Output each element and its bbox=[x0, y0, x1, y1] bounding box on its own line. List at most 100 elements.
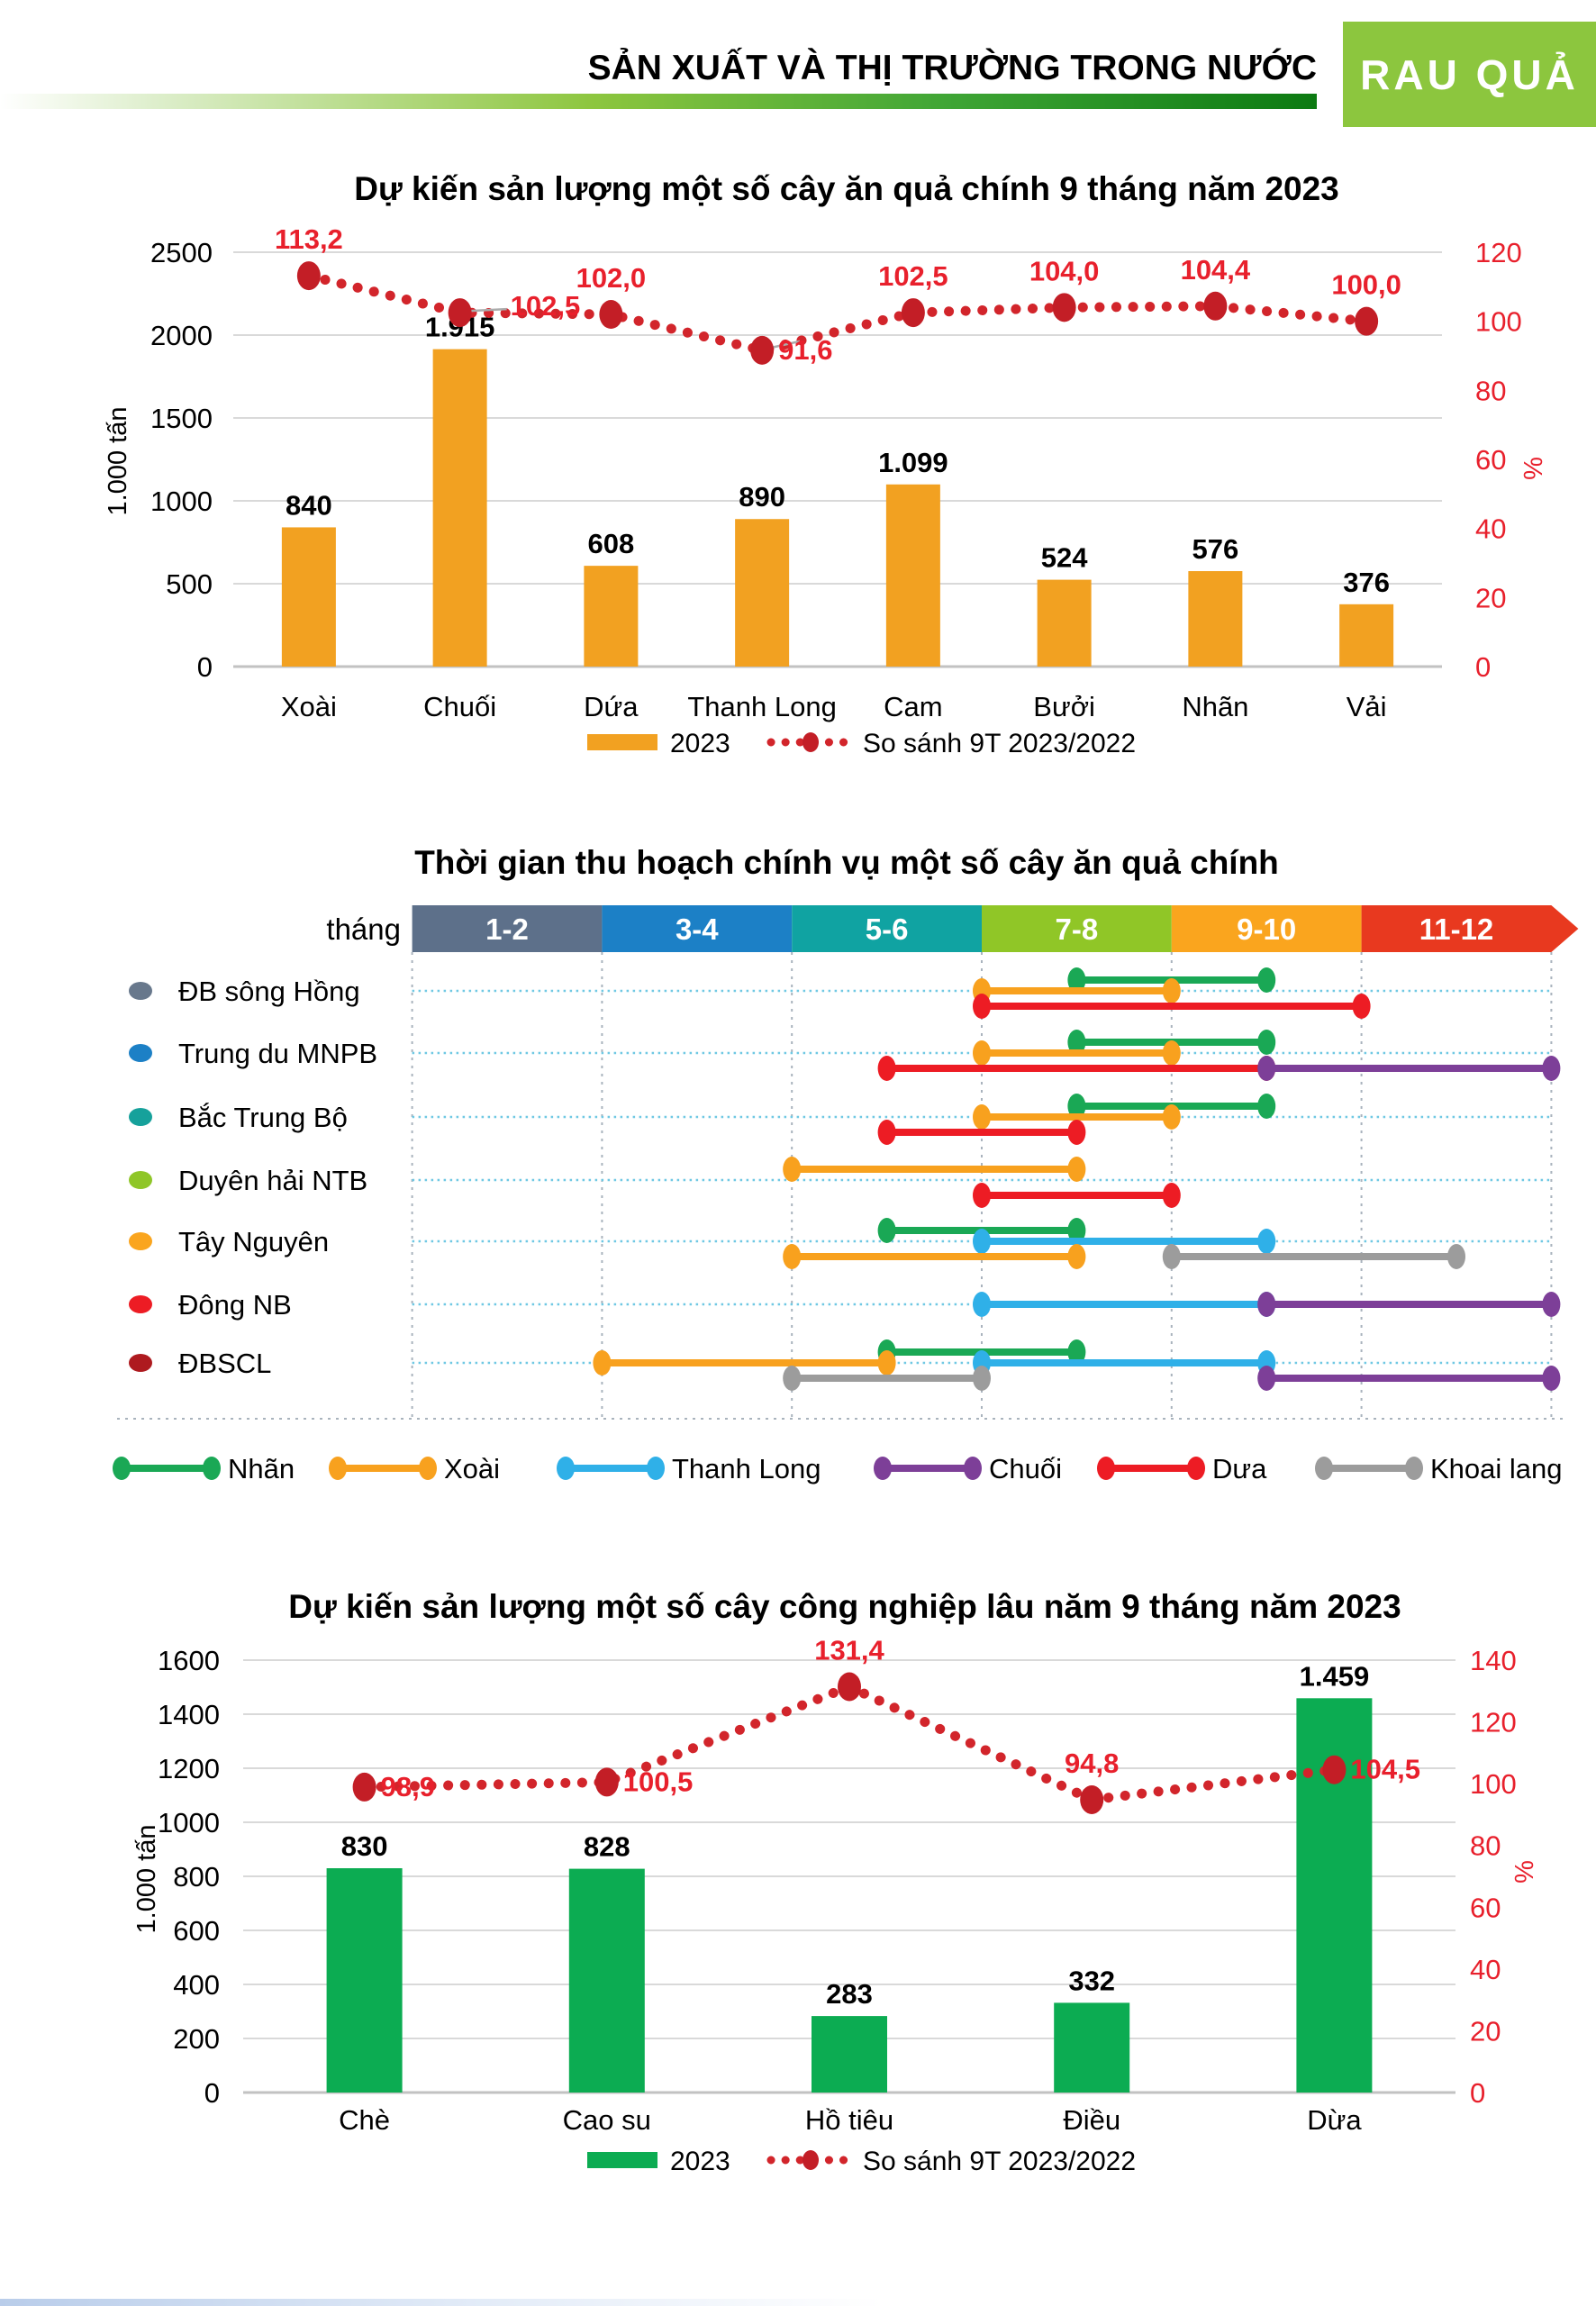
harvest-segment-Dưa bbox=[973, 994, 1371, 1019]
harvest-segment-Thanh Long bbox=[973, 1292, 1276, 1317]
line-value-label: 102,5 bbox=[511, 290, 581, 322]
x-category-label: Nhãn bbox=[1182, 691, 1248, 722]
month-axis-label: tháng bbox=[326, 912, 401, 946]
harvest-segment-Chuối bbox=[1257, 1292, 1561, 1317]
bar-Nhãn bbox=[1188, 571, 1243, 667]
y2-tick-label: 140 bbox=[1470, 1645, 1517, 1676]
line-point-marker bbox=[901, 298, 925, 328]
y2-axis-title: % bbox=[1510, 1860, 1539, 1884]
month-band-7-8 bbox=[982, 905, 1172, 952]
line-value-label: 104,4 bbox=[1181, 254, 1251, 286]
line-value-label: 104,5 bbox=[1350, 1754, 1420, 1785]
segment-start-dot bbox=[1162, 1244, 1181, 1269]
month-band-label: 9-10 bbox=[1237, 912, 1296, 946]
bar-Xoài bbox=[281, 527, 336, 667]
bar-Điều bbox=[1054, 2002, 1130, 2093]
line-value-label: 98,9 bbox=[381, 1771, 435, 1802]
segment-start-dot bbox=[1067, 1094, 1086, 1119]
y-tick-label: 2500 bbox=[150, 237, 213, 268]
line-point-marker bbox=[594, 1767, 619, 1797]
line-point-marker bbox=[1355, 306, 1379, 336]
month-band-label: 1-2 bbox=[485, 912, 529, 946]
y2-tick-label: 100 bbox=[1475, 306, 1522, 338]
harvest-segment-Dưa bbox=[973, 1183, 1181, 1208]
crop-legend-dot bbox=[113, 1457, 131, 1480]
crop-legend-dot bbox=[557, 1457, 575, 1480]
harvest-segment-Xoài bbox=[973, 1040, 1181, 1066]
harvest-segment-Xoài bbox=[973, 1104, 1181, 1130]
y2-axis-title: % bbox=[1519, 457, 1548, 480]
bar-Hồ tiêu bbox=[812, 2016, 887, 2093]
x-category-label: Xoài bbox=[281, 691, 337, 722]
segment-end-dot bbox=[1257, 1030, 1276, 1055]
y-axis-title: 1.000 tấn bbox=[132, 1825, 161, 1934]
line-value-label: 131,4 bbox=[814, 1634, 884, 1666]
y2-tick-label: 20 bbox=[1470, 2015, 1501, 2047]
y-tick-label: 400 bbox=[173, 1969, 220, 2001]
segment-start-dot bbox=[973, 1229, 991, 1254]
harvest-segment-Dưa bbox=[877, 1056, 1276, 1081]
x-category-label: Hồ tiêu bbox=[805, 2104, 893, 2136]
region-legend-label: Duyên hải NTB bbox=[178, 1165, 367, 1196]
segment-start-dot bbox=[593, 1350, 612, 1375]
fruit-production-chart: Dự kiến sản lượng một số cây ăn quả chín… bbox=[104, 170, 1548, 758]
month-band-1-2 bbox=[412, 905, 603, 952]
y-tick-label: 1200 bbox=[158, 1753, 220, 1784]
bar-value-label: 576 bbox=[1192, 533, 1239, 565]
bar-Vải bbox=[1339, 604, 1394, 667]
segment-end-dot bbox=[1542, 1366, 1561, 1391]
bar-Cam bbox=[885, 484, 940, 667]
industrial-crop-chart: Dự kiến sản lượng một số cây công nghiệp… bbox=[132, 1588, 1539, 2176]
y-tick-label: 0 bbox=[197, 651, 213, 683]
y2-tick-label: 100 bbox=[1470, 1768, 1517, 1800]
segment-end-dot bbox=[1067, 1244, 1086, 1269]
crop-legend-label: Thanh Long bbox=[672, 1453, 821, 1484]
segment-start-dot bbox=[877, 1120, 896, 1145]
harvest-segment-Xoài bbox=[783, 1157, 1086, 1182]
region-legend-label: Tây Nguyên bbox=[178, 1226, 329, 1257]
region-legend-label: Đông NB bbox=[178, 1289, 292, 1321]
y-tick-label: 800 bbox=[173, 1861, 220, 1893]
bar-value-label: 332 bbox=[1068, 1965, 1115, 1996]
x-category-label: Cam bbox=[884, 691, 942, 722]
y2-tick-label: 80 bbox=[1470, 1830, 1501, 1862]
comparison-line bbox=[359, 1681, 1339, 1805]
y2-tick-label: 60 bbox=[1475, 444, 1506, 476]
segment-start-dot bbox=[1067, 967, 1086, 993]
line-point-marker bbox=[1052, 293, 1076, 322]
x-category-label: Điều bbox=[1063, 2104, 1120, 2136]
y-tick-label: 1600 bbox=[158, 1645, 220, 1676]
line-value-label: 91,6 bbox=[778, 334, 832, 366]
comparison-line bbox=[304, 270, 1372, 356]
region-legend-dot bbox=[129, 1171, 152, 1189]
segment-start-dot bbox=[783, 1157, 802, 1182]
crop-legend-dot bbox=[647, 1457, 665, 1480]
y2-tick-label: 80 bbox=[1475, 375, 1506, 406]
y-tick-label: 1400 bbox=[158, 1699, 220, 1730]
month-band-label: 5-6 bbox=[866, 912, 909, 946]
segment-end-dot bbox=[1447, 1244, 1465, 1269]
segment-start-dot bbox=[1257, 1292, 1276, 1317]
x-category-label: Bưởi bbox=[1033, 691, 1095, 722]
crop-legend-label: Khoai lang bbox=[1430, 1453, 1563, 1484]
y2-tick-label: 120 bbox=[1470, 1707, 1517, 1739]
segment-start-dot bbox=[973, 1104, 991, 1130]
line-point-marker bbox=[352, 1772, 376, 1802]
region-legend-label: ĐBSCL bbox=[178, 1348, 271, 1379]
segment-end-dot bbox=[1162, 978, 1181, 1003]
legend-line-marker bbox=[803, 732, 819, 752]
segment-end-dot bbox=[1067, 1120, 1086, 1145]
line-value-label: 113,2 bbox=[275, 223, 343, 255]
month-band-label: 3-4 bbox=[676, 912, 719, 946]
line-point-marker bbox=[1080, 1784, 1104, 1814]
line-value-label: 102,5 bbox=[878, 260, 948, 292]
segment-start-dot bbox=[877, 1218, 896, 1243]
segment-start-dot bbox=[973, 1292, 991, 1317]
segment-start-dot bbox=[1257, 1056, 1276, 1081]
line-point-marker bbox=[1203, 291, 1228, 321]
line-point-marker bbox=[448, 298, 472, 328]
crop-legend-dot bbox=[1315, 1457, 1333, 1480]
segment-end-dot bbox=[1162, 1104, 1181, 1130]
region-legend-label: ĐB sông Hồng bbox=[178, 976, 360, 1007]
region-legend-dot bbox=[129, 1232, 152, 1250]
